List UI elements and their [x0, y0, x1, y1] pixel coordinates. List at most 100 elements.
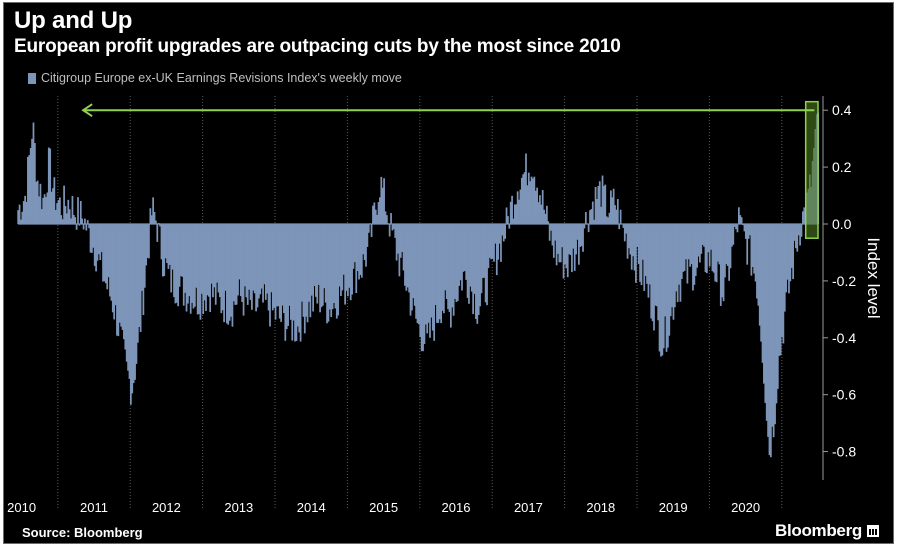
bar [744, 224, 747, 239]
bar [241, 224, 244, 302]
bar [477, 224, 480, 316]
bar [401, 224, 404, 253]
bar [253, 224, 256, 294]
bar [355, 224, 358, 294]
bar [482, 224, 484, 278]
bar [166, 224, 168, 264]
bar [416, 224, 419, 324]
bar [171, 224, 174, 270]
bar [125, 224, 128, 362]
bar [206, 224, 209, 296]
bar [110, 224, 113, 301]
bar [142, 224, 145, 316]
bar [266, 224, 269, 294]
bar [647, 224, 650, 298]
bar [46, 192, 49, 224]
bar [210, 224, 213, 284]
bar [448, 224, 451, 312]
bar [130, 224, 132, 405]
arrow-head [81, 103, 93, 118]
bar [280, 224, 282, 322]
bar [70, 218, 72, 224]
bar [106, 224, 109, 290]
bar [212, 224, 214, 298]
bar [324, 224, 327, 303]
bar [376, 214, 378, 224]
bar [262, 224, 264, 303]
bar [298, 224, 301, 333]
bar [84, 218, 86, 224]
bar [237, 224, 239, 296]
bar [216, 224, 218, 283]
bar [579, 224, 582, 247]
bar [578, 224, 580, 265]
bar [249, 224, 252, 300]
bar [98, 224, 100, 255]
brand-logo: Bloomberg [775, 521, 879, 541]
bar [305, 224, 308, 317]
bar [632, 224, 634, 257]
bar [344, 224, 346, 305]
bar [438, 224, 441, 320]
bar [50, 191, 53, 224]
bar [441, 224, 444, 311]
bar [392, 224, 395, 230]
bar [178, 224, 181, 287]
bar [706, 224, 708, 274]
bar [505, 207, 508, 224]
bar [121, 224, 124, 330]
bar [43, 194, 46, 224]
bar [292, 224, 295, 321]
bar [719, 224, 722, 306]
bar [692, 224, 694, 291]
bar [295, 224, 298, 341]
bar [230, 224, 232, 317]
bar [473, 224, 476, 294]
bar [228, 224, 231, 321]
bar [795, 224, 797, 249]
bar [728, 224, 730, 281]
bar [491, 224, 494, 259]
bar [175, 224, 178, 303]
bar [699, 224, 701, 263]
bar [150, 215, 153, 224]
bar [797, 224, 800, 236]
bar [148, 224, 150, 259]
bar [75, 224, 78, 230]
bar [686, 224, 689, 284]
bar [612, 188, 615, 224]
bar [523, 172, 526, 224]
bar [685, 224, 687, 260]
x-tick-label: 2014 [297, 500, 326, 515]
bar [587, 224, 590, 233]
bar [710, 224, 712, 250]
bar [658, 224, 661, 352]
bar [170, 224, 173, 293]
source-note: Source: Bloomberg [22, 525, 143, 540]
bar [78, 224, 81, 226]
bar [74, 217, 77, 224]
bar [39, 183, 42, 224]
bar [345, 224, 348, 291]
bar [85, 224, 88, 231]
bar [79, 201, 82, 224]
bar [120, 224, 122, 327]
y-tick-label: 0.2 [832, 159, 852, 175]
bar [245, 224, 248, 298]
bar [167, 224, 170, 269]
bar [571, 224, 573, 273]
bar [21, 211, 24, 224]
bar [616, 198, 619, 224]
bar [654, 224, 657, 306]
bar [495, 224, 498, 276]
bar [38, 196, 40, 224]
bar [726, 224, 729, 266]
bar [778, 224, 781, 356]
bar [452, 224, 455, 316]
bar [731, 224, 733, 247]
bar [678, 224, 680, 285]
bar [263, 224, 266, 285]
bar [302, 224, 305, 317]
bar [337, 224, 340, 316]
bar [47, 147, 50, 224]
